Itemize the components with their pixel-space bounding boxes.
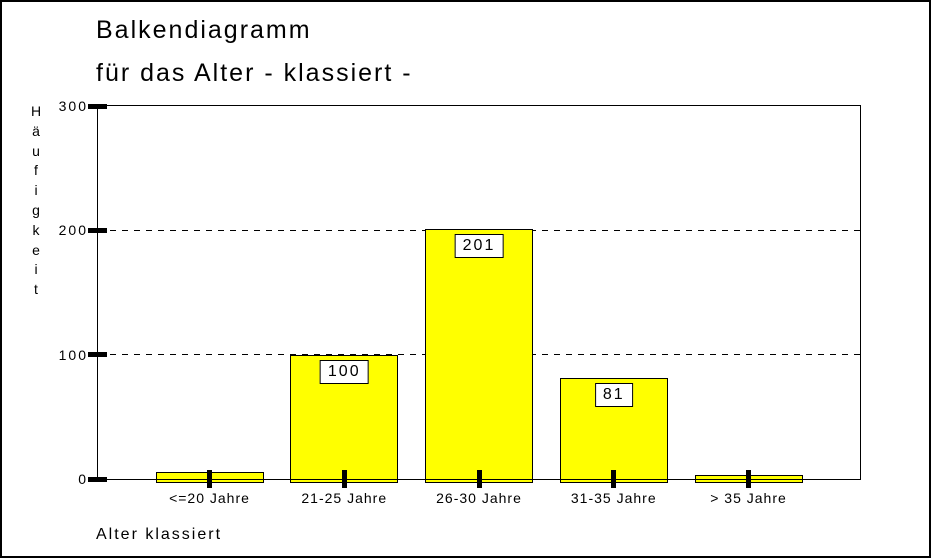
bar: 201: [425, 229, 533, 483]
x-tick: [746, 470, 751, 488]
x-tick: [341, 470, 347, 488]
y-axis-title-letter: ä: [32, 122, 40, 139]
x-tick-label: 26-30 Jahre: [436, 490, 522, 506]
x-axis-title: Alter klassiert: [96, 526, 223, 543]
x-tick-label: <=20 Jahre: [169, 490, 250, 506]
x-tick: [611, 470, 617, 488]
bar-value-label: 81: [594, 383, 633, 408]
y-axis-title-letter: f: [34, 162, 38, 179]
y-axis-title-letter: i: [34, 261, 38, 278]
bar-value-label: 100: [319, 359, 369, 384]
y-tick-label: 0: [78, 471, 88, 487]
bar: 100: [290, 354, 399, 483]
x-tick-label: > 35 Jahre: [710, 490, 787, 506]
y-tick: [88, 476, 107, 482]
y-axis-title-letter: t: [34, 281, 38, 298]
y-tick: [88, 103, 107, 109]
x-tick: [476, 470, 482, 488]
y-axis-title-letter: H: [30, 103, 42, 119]
bar: 81: [559, 378, 668, 483]
y-tick-label: 300: [58, 98, 88, 114]
y-tick: [88, 352, 107, 358]
y-axis-title-letter: u: [32, 142, 40, 159]
y-axis-title-letter: k: [32, 221, 40, 238]
plot-area: <=20 Jahre 100 21-25 Jahre 201 26-30 Jahre 81…: [59, 98, 861, 506]
bar-value-label: 201: [454, 234, 504, 259]
x-tick-label: 21-25 Jahre: [301, 490, 388, 506]
x-tick: [207, 470, 212, 488]
chart-title: Balkendiagramm: [96, 16, 312, 44]
y-tick-label: 200: [58, 222, 88, 239]
y-tick-label: 100: [58, 346, 88, 363]
y-axis-title-letter: g: [32, 201, 40, 218]
y-axis-title-letter: i: [34, 182, 38, 199]
x-tick-label: 31-35 Jahre: [570, 490, 657, 506]
y-axis-title-letter: e: [32, 241, 40, 258]
y-tick: [88, 227, 107, 233]
chart-subtitle: für das Alter - klassiert -: [96, 59, 413, 87]
